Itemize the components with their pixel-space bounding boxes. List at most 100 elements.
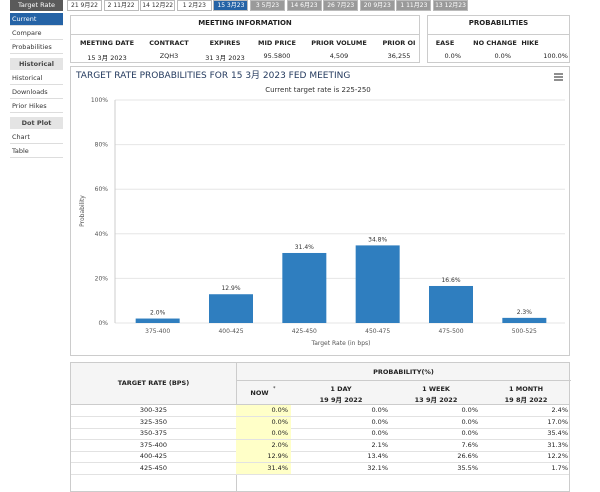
divider <box>236 380 571 381</box>
y-tick-label: 20% <box>95 275 109 282</box>
menu-icon[interactable] <box>554 73 563 81</box>
info-header: HIKE <box>521 39 539 47</box>
prob-cell: 0.0% <box>236 428 291 439</box>
prob-cell: 2.4% <box>551 406 568 414</box>
divider <box>428 34 569 35</box>
x-tick-label: 375-400 <box>145 328 170 335</box>
prob-cell: 0.0% <box>461 406 478 414</box>
sidebar-item[interactable]: Historical <box>10 72 63 85</box>
row-line <box>71 450 569 452</box>
x-tick-label: 450-475 <box>365 328 390 335</box>
info-value: 4,509 <box>329 52 349 60</box>
info-value: 0.0% <box>444 52 461 60</box>
rate-cell: 325-350 <box>139 417 168 426</box>
x-tick-label: 425-450 <box>292 328 317 335</box>
bar <box>502 317 547 323</box>
prob-cell: 12.9% <box>236 451 291 462</box>
prob-cell: 0.0% <box>461 429 478 437</box>
table-header-bg <box>71 363 569 405</box>
info-title: MEETING INFORMATION <box>198 19 292 27</box>
date-tab[interactable]: 1 11月23 <box>396 0 432 11</box>
table: TARGET RATE (BPS) PROBABILITY(%) NOW * 1 DAY… <box>70 362 571 492</box>
info-value: 15 3月 2023 <box>87 54 127 62</box>
bar <box>282 252 327 323</box>
date-tab[interactable]: 14 12月22 <box>140 0 176 11</box>
chart-subtitle: Current target rate is 225-250 <box>265 86 371 94</box>
y-axis-label: Probability <box>79 195 86 227</box>
info-value: 95.5800 <box>263 52 291 60</box>
prob-cell: 0.0% <box>371 429 388 437</box>
date-tab[interactable]: 15 3月23 <box>213 0 249 11</box>
bar <box>355 245 400 323</box>
info-value: 0.0% <box>494 52 511 60</box>
prob-cell: 0.0% <box>371 417 388 426</box>
info-header: PRIOR VOLUME <box>311 39 367 47</box>
prob-cell: 2.1% <box>371 440 388 449</box>
row-line <box>71 439 569 440</box>
sidebar-section: Historical <box>10 58 63 70</box>
page: Target Rate 21 9月22 2 11月22 14 12月22 1 2月23 1… <box>10 0 571 492</box>
sidebar-item[interactable]: Compare <box>10 27 63 40</box>
sidebar-item[interactable]: Table <box>10 145 63 158</box>
info-box: MEETING INFORMATION MEETING DATE 15 3月 202… <box>70 15 420 63</box>
date-tab[interactable]: 26 7月23 <box>323 0 359 11</box>
sidebar-item[interactable]: Prior Hikes <box>10 100 63 113</box>
rate-cell: 400-425 <box>139 452 168 460</box>
prob-cell: 1.7% <box>551 463 568 472</box>
date-tab[interactable]: 14 6月23 <box>286 0 322 11</box>
divider <box>71 34 419 35</box>
y-tick-label: 60% <box>95 186 109 193</box>
tab-label: Target Rate <box>10 0 63 11</box>
chart-title: TARGET RATE PROBABILITIES FOR 15 3月 2023… <box>75 70 350 81</box>
col-date: 19 9月 2022 <box>319 396 363 404</box>
sidebar-item[interactable]: Chart <box>10 131 63 144</box>
date-tab[interactable]: 1 2月23 <box>176 0 212 11</box>
rate-cell: 425-450 <box>139 463 168 472</box>
info-header: MID PRICE <box>258 39 296 47</box>
col-label: 1 WEEK <box>422 385 450 393</box>
prob-cell: 12.2% <box>547 452 568 460</box>
prob-cell: 35.4% <box>547 429 568 437</box>
chart: TARGET RATE PROBABILITIES FOR 15 3月 2023… <box>70 66 570 356</box>
col-date: 13 9月 2022 <box>414 396 458 404</box>
info-header: EASE <box>435 39 455 47</box>
date-tab[interactable]: 20 9月23 <box>359 0 395 11</box>
col-label: 1 MONTH <box>508 385 544 393</box>
data-label: 31.4% <box>295 244 314 251</box>
prob-cell: 0.0% <box>461 417 478 426</box>
info-value: 36,255 <box>387 52 411 60</box>
y-tick-label: 40% <box>95 231 109 238</box>
group-header: PROBABILITY(%) <box>373 368 434 376</box>
prob-cell: 0.0% <box>236 405 291 416</box>
sidebar-item[interactable]: Probabilities <box>10 41 63 54</box>
row-line <box>71 427 569 429</box>
info-header: CONTRACT <box>149 39 189 47</box>
bar <box>209 294 253 323</box>
row-line <box>71 473 569 475</box>
prob-cell: 32.1% <box>367 463 388 472</box>
x-axis-label: Target Rate (in bps) <box>311 340 371 347</box>
sidebar-item[interactable]: Current <box>10 13 63 26</box>
rate-cell: 300-325 <box>139 406 168 414</box>
prob-cell: 35.5% <box>457 463 478 472</box>
bar <box>429 285 473 323</box>
prob-cell: 0.0% <box>371 406 388 414</box>
col-note: * <box>273 386 276 392</box>
date-tab[interactable]: 21 9月22 <box>67 0 102 11</box>
date-tab[interactable]: 2 11月22 <box>103 0 139 11</box>
info-header: MEETING DATE <box>79 39 135 47</box>
info-value: 31 3月 2023 <box>205 54 245 62</box>
date-tab[interactable]: 3 5月23 <box>250 0 285 11</box>
col-label: NOW <box>250 389 269 397</box>
info-header: PRIOR OI <box>382 39 416 47</box>
info-value: ZQH3 <box>159 52 179 60</box>
date-tab[interactable]: 13 12月23 <box>433 0 468 11</box>
prob-cell: 26.6% <box>457 452 478 460</box>
prob-cell: 7.6% <box>461 440 478 449</box>
info-header: NO CHANGE <box>473 39 517 47</box>
y-tick-label: 100% <box>91 97 108 104</box>
rate-cell: 375-400 <box>139 440 168 449</box>
sidebar-item[interactable]: Downloads <box>10 86 63 99</box>
col-header: TARGET RATE (BPS) <box>117 379 190 387</box>
data-label: 34.8% <box>368 236 387 243</box>
